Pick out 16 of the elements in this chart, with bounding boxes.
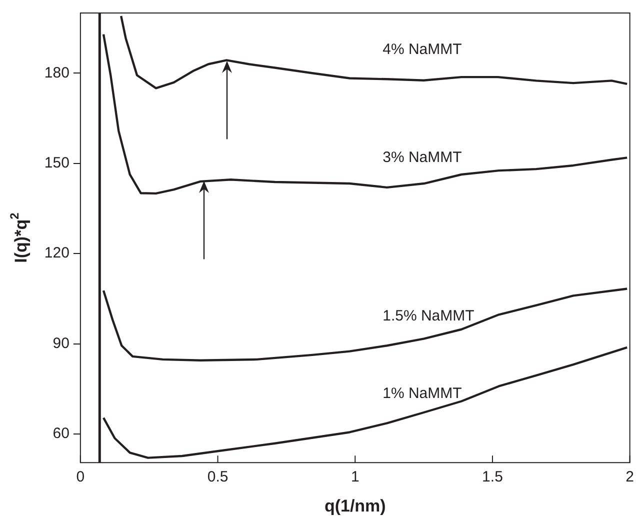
series-label: 1% NaMMT: [382, 384, 462, 402]
y-tick-label: 180: [44, 64, 70, 82]
x-tick-label: 1: [350, 468, 360, 486]
x-axis-title: q(1/nm): [324, 496, 386, 516]
y-tick-label: 120: [44, 244, 70, 262]
series-label: 1.5% NaMMT: [382, 307, 474, 324]
y-tick-label: 60: [52, 425, 70, 442]
y-tick-label: 90: [52, 334, 70, 352]
x-tick-label: 0.5: [207, 468, 228, 486]
series-label: 3% NaMMT: [382, 149, 462, 166]
y-tick-label: 150: [44, 154, 70, 172]
x-tick-label: 1.5: [482, 468, 503, 486]
x-tick-label: 0: [76, 468, 85, 486]
x-tick-label: 2: [626, 468, 634, 486]
series-label: 4% NaMMT: [382, 40, 462, 58]
y-axis-title: I(q)*q2: [7, 212, 31, 263]
